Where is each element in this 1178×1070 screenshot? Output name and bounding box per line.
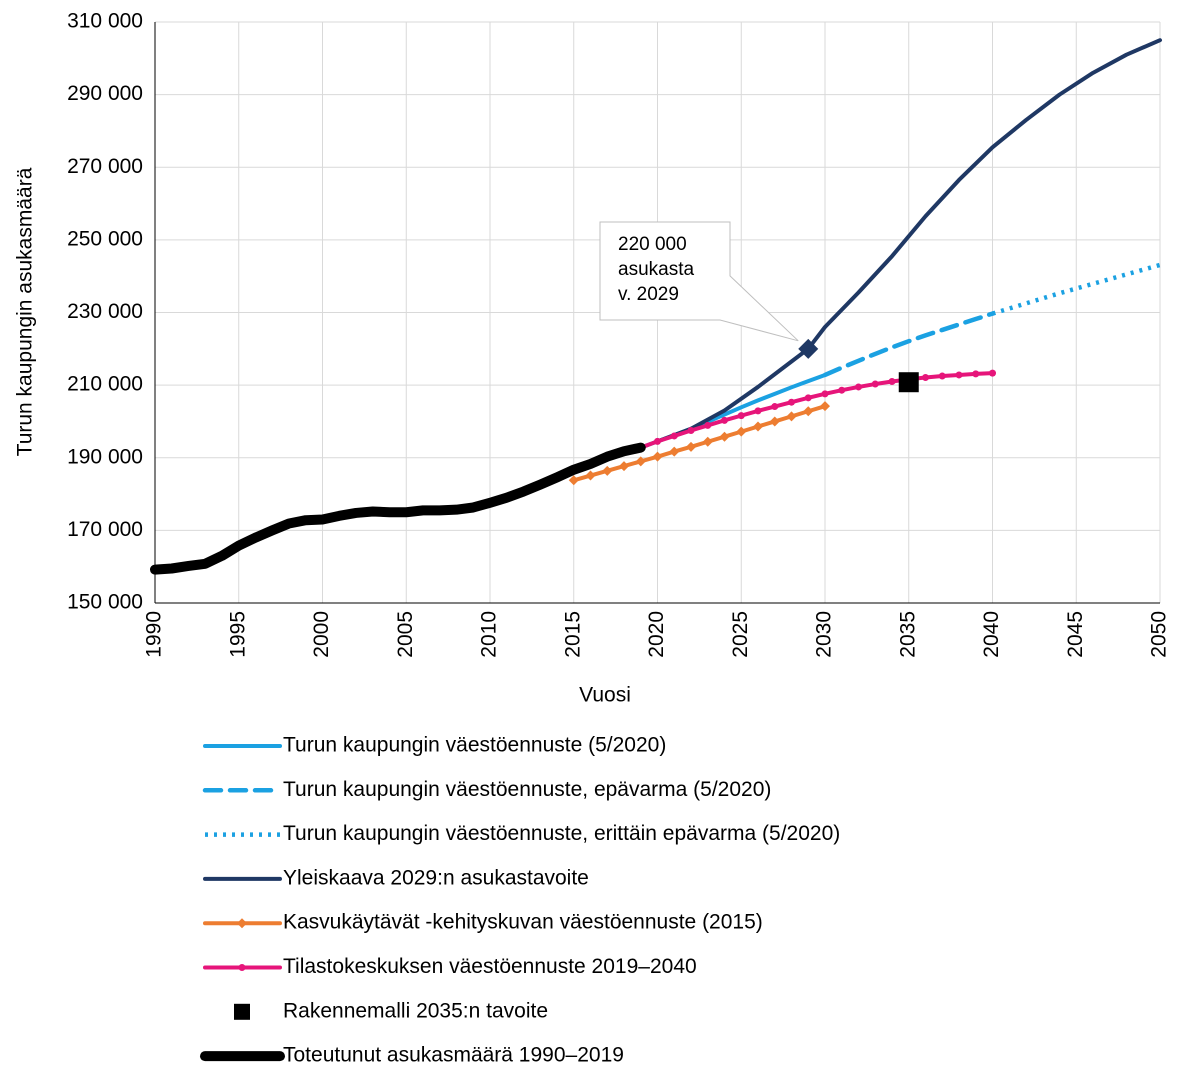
series-line — [638, 371, 995, 450]
point — [719, 431, 730, 442]
y-tick-label: 290 000 — [67, 82, 143, 105]
point — [888, 377, 896, 385]
y-tick-label: 250 000 — [67, 227, 143, 250]
point — [585, 470, 596, 481]
point — [237, 918, 247, 929]
legend-label: Rakennemalli 2035:n tavoite — [283, 999, 548, 1022]
legend-item: Turun kaupungin väestöennuste (5/2020) — [203, 734, 666, 757]
point — [938, 372, 946, 380]
series-line — [991, 262, 1161, 316]
point — [769, 416, 780, 427]
legend-item: Turun kaupungin väestöennuste, erittäin … — [205, 822, 840, 845]
point — [234, 1003, 250, 1020]
series-line — [571, 404, 827, 483]
point — [687, 427, 695, 435]
point — [568, 475, 579, 486]
x-tick-label: 2025 — [729, 611, 752, 658]
point — [754, 407, 762, 415]
point — [669, 446, 680, 457]
point — [804, 394, 812, 402]
annotation-text: v. 2029 — [618, 284, 679, 305]
point — [619, 461, 629, 472]
series-line — [150, 442, 646, 575]
point — [989, 369, 996, 377]
legend-item: Turun kaupungin väestöennuste, epävarma … — [202, 778, 771, 801]
callout-box — [599, 221, 799, 342]
point — [635, 456, 646, 467]
x-tick-label: 2030 — [813, 611, 836, 658]
point — [652, 451, 663, 462]
x-tick-label: 2035 — [896, 611, 919, 658]
point — [721, 416, 728, 424]
legend-label: Turun kaupungin väestöennuste, epävarma … — [283, 778, 771, 801]
point — [820, 401, 830, 412]
point — [670, 432, 678, 440]
point — [736, 426, 747, 437]
point — [798, 338, 819, 359]
legend-label: Tilastokeskuksen väestöennuste 2019–2040 — [283, 955, 697, 978]
y-tick-label: 190 000 — [67, 445, 143, 468]
point — [972, 370, 980, 378]
point — [871, 380, 879, 388]
point — [955, 371, 963, 379]
point — [686, 441, 696, 452]
y-axis-title: Turun kaupungin asukasmäärä — [14, 167, 37, 456]
x-tick-label: 2000 — [310, 611, 333, 658]
legend-item: Toteutunut asukasmäärä 1990–2019 — [200, 1044, 624, 1067]
point — [788, 398, 795, 406]
point — [238, 964, 246, 971]
point — [753, 421, 763, 432]
legend-item: Kasvukäytävät -kehityskuvan väestöennust… — [203, 911, 763, 934]
point — [786, 411, 797, 422]
point — [838, 386, 846, 394]
x-tick-label: 2050 — [1148, 611, 1171, 658]
legend-label: Turun kaupungin väestöennuste, erittäin … — [283, 822, 840, 845]
series-line — [822, 311, 995, 378]
point — [654, 437, 661, 445]
x-tick-label: 2020 — [645, 611, 668, 658]
y-tick-label: 310 000 — [67, 10, 143, 33]
legend-item: Yleiskaava 2029:n asukastavoite — [203, 866, 589, 889]
y-tick-label: 170 000 — [67, 518, 143, 541]
point — [922, 373, 929, 381]
legend-label: Kasvukäytävät -kehityskuvan väestöennust… — [283, 911, 763, 934]
point — [771, 403, 779, 411]
legend-item: Tilastokeskuksen väestöennuste 2019–2040 — [203, 955, 697, 978]
point — [821, 390, 829, 398]
y-tick-label: 210 000 — [67, 373, 143, 396]
x-tick-label: 2005 — [394, 611, 417, 658]
y-tick-label: 270 000 — [67, 155, 143, 178]
x-tick-label: 1995 — [226, 611, 249, 658]
x-axis-title: Vuosi — [579, 684, 631, 707]
annotation-text: asukasta — [618, 259, 694, 280]
point — [898, 372, 919, 393]
y-tick-label: 150 000 — [67, 591, 143, 614]
point — [737, 412, 745, 420]
x-tick-label: 2015 — [561, 611, 584, 658]
annotation-text: 220 000 — [618, 234, 687, 255]
legend-label: Toteutunut asukasmäärä 1990–2019 — [283, 1044, 624, 1067]
x-tick-label: 2045 — [1064, 611, 1087, 658]
point — [803, 406, 814, 417]
legend-item: Rakennemalli 2035:n tavoite — [234, 999, 548, 1022]
x-tick-label: 1990 — [143, 611, 166, 658]
x-tick-label: 2040 — [980, 611, 1003, 658]
series-line — [655, 38, 1162, 444]
point — [602, 465, 613, 476]
x-tick-label: 2010 — [478, 611, 501, 658]
legend-label: Yleiskaava 2029:n asukastavoite — [283, 866, 589, 889]
y-tick-label: 230 000 — [67, 300, 143, 323]
point — [702, 436, 713, 447]
point — [704, 421, 712, 429]
legend-label: Turun kaupungin väestöennuste (5/2020) — [283, 734, 666, 757]
point — [855, 383, 862, 391]
